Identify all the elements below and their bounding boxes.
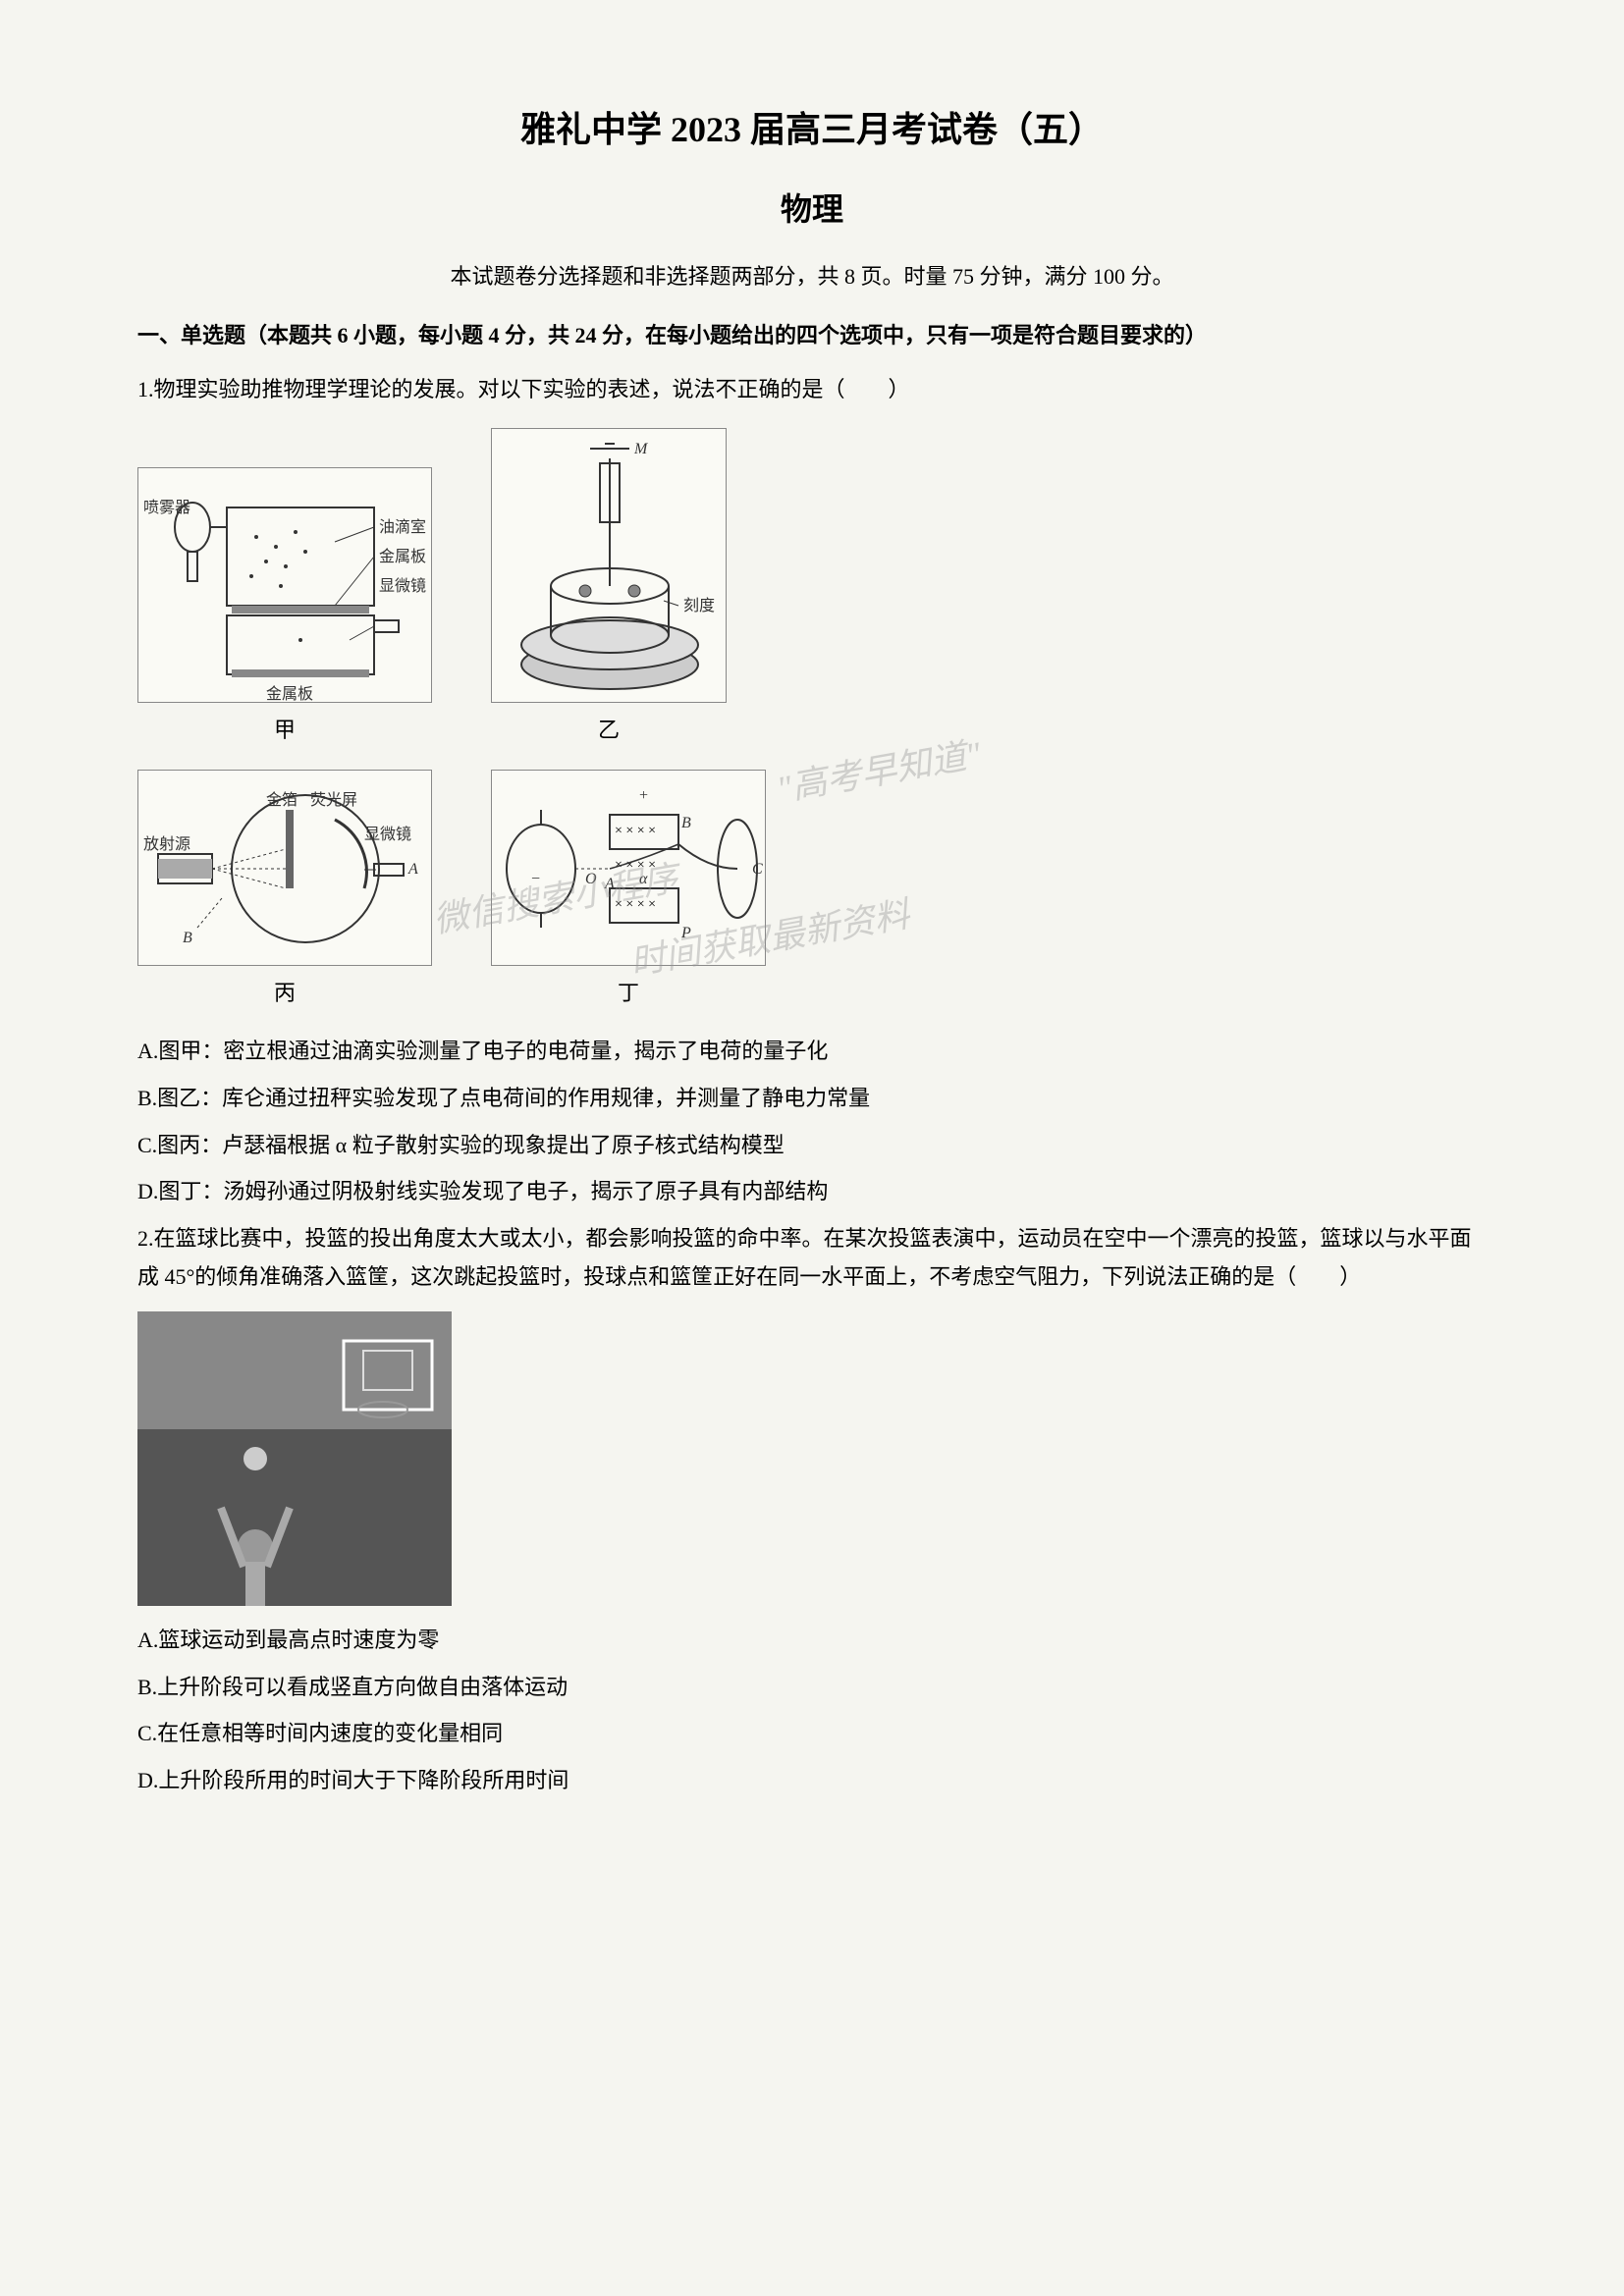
q1-figures-row2: 金箔 荧光屏 显微镜 放射源 A B 丙 × × × × × × × × × ×… — [137, 770, 1487, 1013]
exam-intro: 本试题卷分选择题和非选择题两部分，共 8 页。时量 75 分钟，满分 100 分… — [137, 257, 1487, 296]
figure-yi-box: M 刻度 乙 — [491, 428, 727, 750]
q2-option-b: B.上升阶段可以看成竖直方向做自由落体运动 — [137, 1668, 1487, 1707]
svg-text:× × × ×: × × × × — [615, 824, 656, 838]
q1-option-d: D.图丁：汤姆孙通过阴极射线实验发现了电子，揭示了原子具有内部结构 — [137, 1172, 1487, 1211]
label-penwuqi: 喷雾器 — [143, 499, 190, 516]
figure-bing-box: 金箔 荧光屏 显微镜 放射源 A B 丙 — [137, 770, 432, 1013]
exam-subject: 物理 — [137, 182, 1487, 239]
label-A-ding: A — [604, 876, 615, 892]
label-B-ding: B — [681, 815, 691, 831]
label-A: A — [407, 861, 418, 878]
label-plus: + — [639, 787, 648, 804]
figure-ding-diagram: × × × × × × × × × × × × + − O A B C P α — [491, 770, 766, 966]
figure-yi-label: 乙 — [598, 711, 620, 750]
figure-ding-box: × × × × × × × × × × × × + − O A B C P α … — [491, 770, 766, 1013]
figure-jia-diagram: 喷雾器 油滴室 金属板 显微镜 金属板 — [137, 467, 432, 703]
label-O: O — [585, 871, 597, 887]
figure-yi-diagram: M 刻度 — [491, 428, 727, 703]
label-jinshuban1: 金属板 — [379, 548, 426, 565]
label-alpha: α — [639, 871, 648, 887]
svg-text:× × × ×: × × × × — [615, 897, 656, 912]
label-xianweijing: 显微镜 — [379, 576, 426, 595]
q2-photo — [137, 1311, 452, 1606]
label-jinshuban2: 金属板 — [266, 685, 313, 703]
q1-text: 1.物理实验助推物理学理论的发展。对以下实验的表述，说法不正确的是（ ） — [137, 370, 1487, 409]
q2-option-d: D.上升阶段所用的时间大于下降阶段所用时间 — [137, 1761, 1487, 1800]
label-C: C — [752, 861, 763, 878]
figure-bing-label: 丙 — [274, 974, 296, 1013]
label-minus: − — [531, 871, 540, 887]
figure-ding-label: 丁 — [618, 974, 639, 1013]
label-xianweijing2: 显微镜 — [364, 825, 411, 843]
section1-header: 一、单选题（本题共 6 小题，每小题 4 分，共 24 分，在每小题给出的四个选… — [137, 316, 1487, 355]
exam-title: 雅礼中学 2023 届高三月考试卷（五） — [137, 98, 1487, 162]
q1-option-c: C.图丙：卢瑟福根据 α 粒子散射实验的现象提出了原子核式结构模型 — [137, 1126, 1487, 1165]
label-P: P — [680, 925, 691, 941]
label-kedu: 刻度 — [683, 597, 715, 614]
q1-option-b: B.图乙：库仑通过扭秤实验发现了点电荷间的作用规律，并测量了静电力常量 — [137, 1079, 1487, 1118]
q1-option-a: A.图甲：密立根通过油滴实验测量了电子的电荷量，揭示了电荷的量子化 — [137, 1032, 1487, 1071]
label-M: M — [633, 441, 649, 457]
label-fangsheyuan: 放射源 — [143, 835, 190, 853]
label-jinbo: 金箔 — [266, 791, 298, 809]
label-youdishi: 油滴室 — [379, 518, 426, 536]
figure-jia-label: 甲 — [274, 711, 296, 750]
figure-jia-box: 喷雾器 油滴室 金属板 显微镜 金属板 甲 — [137, 467, 432, 750]
label-yingguangping: 荧光屏 — [310, 791, 357, 809]
q2-option-c: C.在任意相等时间内速度的变化量相同 — [137, 1714, 1487, 1753]
q1-figures-row1: 喷雾器 油滴室 金属板 显微镜 金属板 甲 — [137, 428, 1487, 750]
figure-bing-diagram: 金箔 荧光屏 显微镜 放射源 A B — [137, 770, 432, 966]
q2-option-a: A.篮球运动到最高点时速度为零 — [137, 1621, 1487, 1660]
label-B: B — [183, 930, 192, 946]
q2-text: 2.在篮球比赛中，投篮的投出角度太大或太小，都会影响投篮的命中率。在某次投篮表演… — [137, 1219, 1487, 1297]
